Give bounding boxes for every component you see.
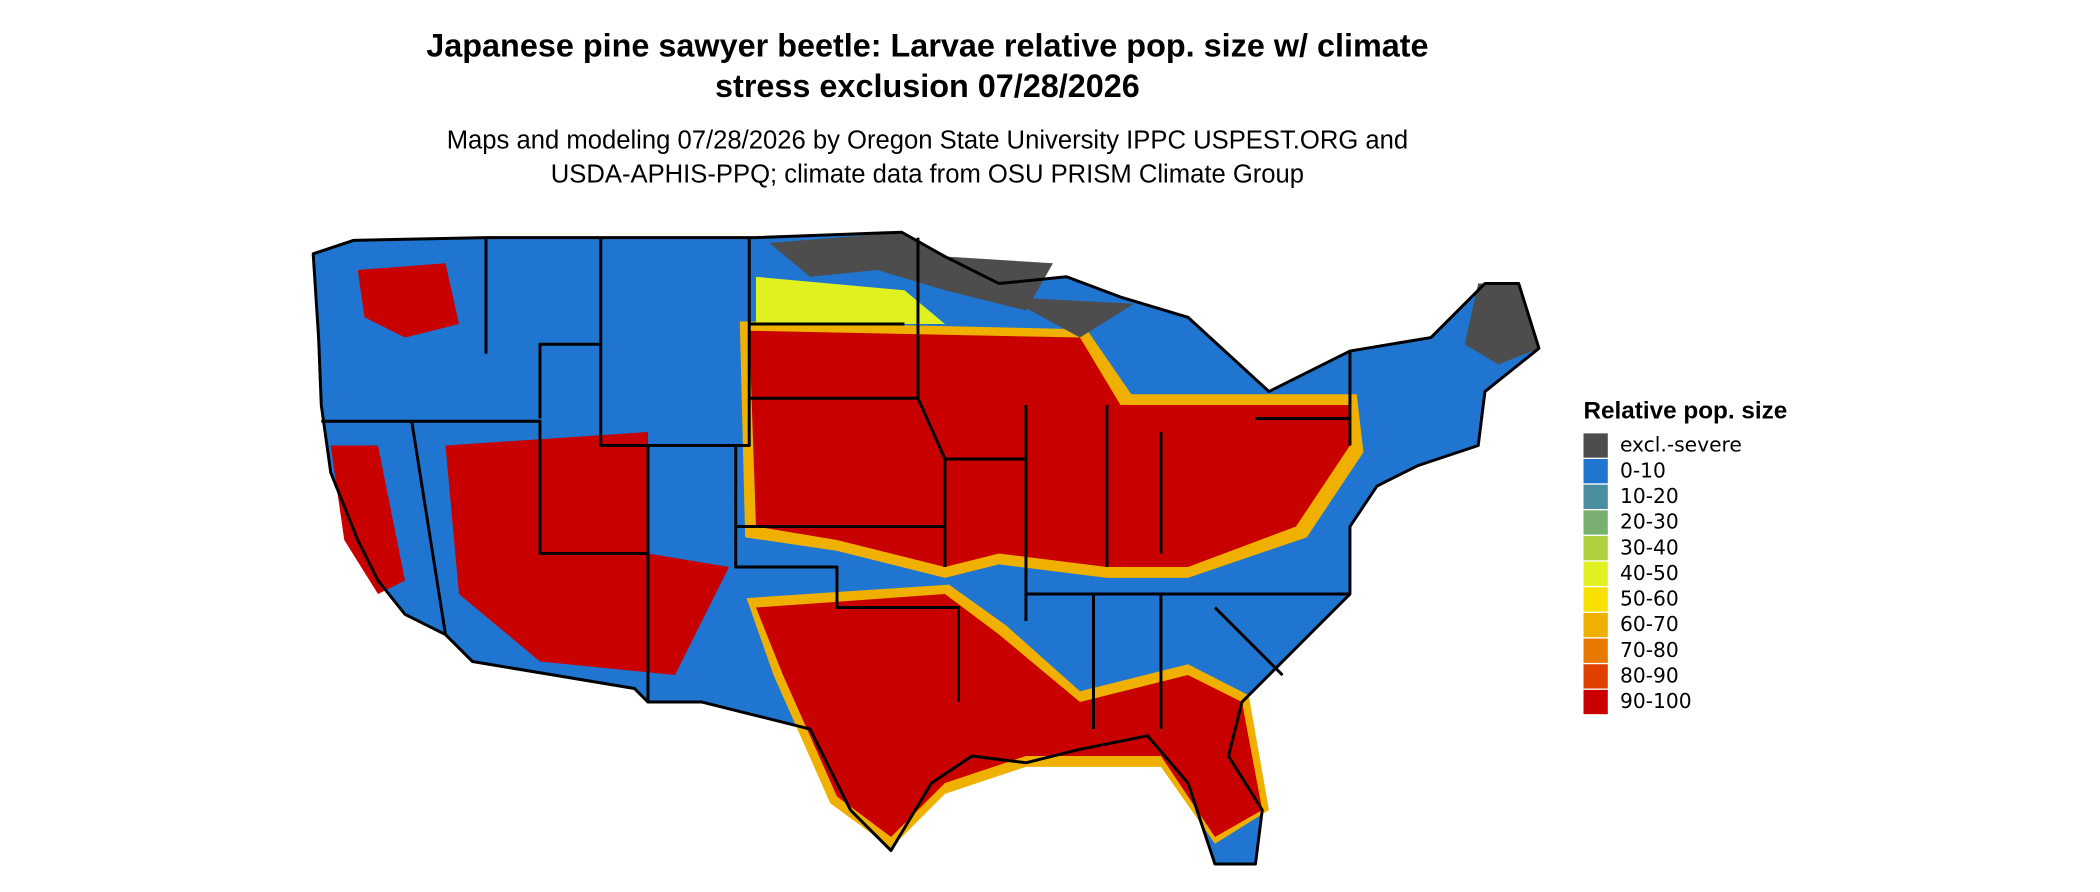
zone [357,263,459,338]
legend-swatch [1583,561,1608,586]
state-borders [321,237,1352,730]
legend-label: 90-100 [1620,689,1692,713]
legend-swatch [1583,638,1608,663]
outline [311,230,1541,866]
legend-label: 20-30 [1620,510,1679,534]
legend-label: 0-10 [1620,458,1666,482]
zone [749,330,1350,568]
legend-swatch [1583,689,1608,715]
legend: excl.-severe0-1010-2020-3030-4040-5050-6… [1583,433,1742,715]
legend-swatch [1583,612,1608,638]
legend-label: 40-50 [1620,561,1679,585]
legend-swatch [1583,510,1608,535]
title-line: Japanese pine sawyer beetle: Larvae rela… [426,28,1428,64]
zone [755,594,1263,838]
legend-swatch [1583,459,1608,484]
legend-swatch [1583,535,1608,561]
legend-title: Relative pop. size [1584,398,1788,425]
subtitle-line: Maps and modeling 07/28/2026 by Oregon S… [447,127,1408,155]
legend-label: 50-60 [1620,587,1679,611]
zone [1005,297,1134,338]
legend-swatch [1583,587,1608,612]
zone [330,445,405,595]
legend-label: 10-20 [1620,484,1679,508]
legend-swatch [1583,664,1608,689]
legend-label: 60-70 [1620,612,1679,636]
zone [769,232,1053,311]
legend-label: 30-40 [1620,535,1679,559]
zone [1464,283,1539,365]
legend-label: 80-90 [1620,664,1679,688]
zone [755,276,945,325]
us-map [311,230,1541,866]
legend-label: 70-80 [1620,638,1679,662]
legend-label: excl.-severe [1620,433,1742,457]
legend-swatch [1583,433,1608,458]
legend-swatch [1583,484,1608,509]
title-line: stress exclusion 07/28/2026 [715,68,1140,104]
subtitle-line: USDA-APHIS-PPQ; climate data from OSU PR… [551,160,1304,188]
